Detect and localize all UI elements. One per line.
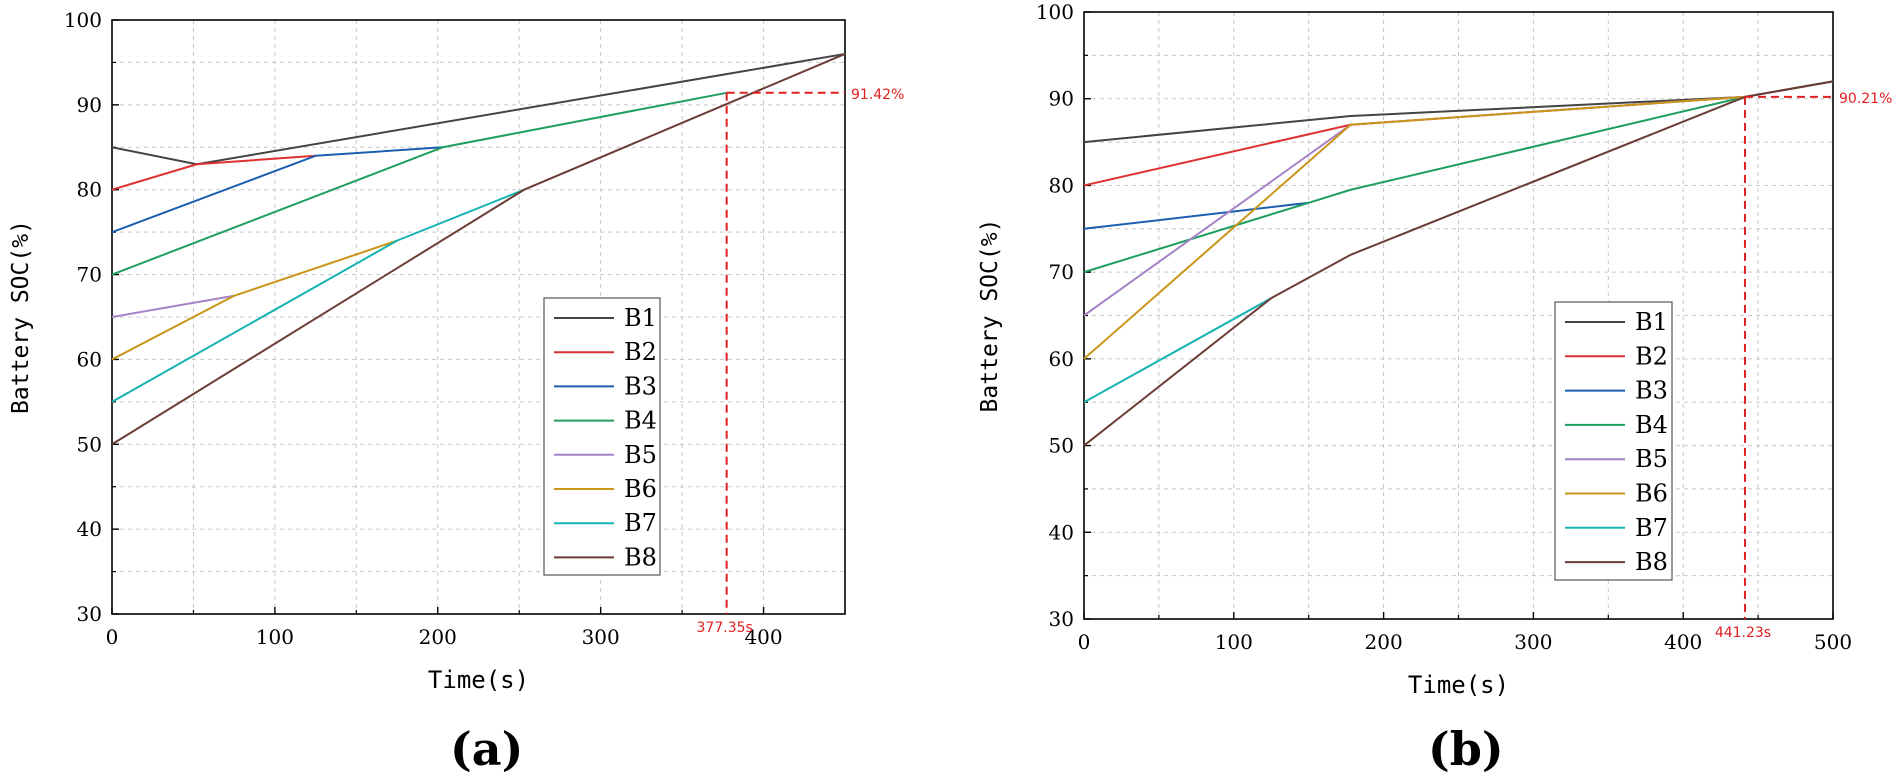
time-annotation-label: 441.23s [1715,625,1771,641]
legend-box [1554,301,1673,581]
y-axis-label: Battery SOC(%) [977,219,1003,413]
series-line-b7 [111,188,525,403]
legend-label-b6: B6 [1635,480,1668,508]
panel-label-b: (b) [1428,722,1504,776]
plot-frame [111,19,846,615]
legend-label-b1: B1 [624,304,657,332]
x-axis-label: Time(s) [1408,671,1509,699]
y-tick-label: 40 [1049,520,1074,544]
panel-label-a: (a) [450,722,524,776]
legend-label-b8: B8 [1635,548,1668,576]
soc-annotation-label: 90.21% [1839,91,1892,107]
legend-label-b5: B5 [1635,445,1668,473]
x-tick-label: 300 [1514,630,1552,654]
y-tick-label: 50 [77,432,102,456]
series-line-b8 [1083,80,1834,447]
x-tick-label: 100 [1215,630,1253,654]
y-tick-label: 70 [1049,260,1074,284]
y-axis-label: Battery SOC(%) [8,220,34,414]
x-tick-label: 300 [582,625,620,649]
series-line-b1 [111,52,846,166]
legend-label-b3: B3 [624,372,657,400]
time-annotation-label: 377.35s [697,620,753,636]
legend-label-b7: B7 [624,509,657,537]
chart-a-svg: 0 100 200 300 400 30 40 50 60 70 80 90 100 Time(s) Bat… [8,8,904,694]
soc-annotation-label: 91.42% [851,87,904,103]
y-tick-label: 60 [1049,347,1074,371]
y-tick-label: 80 [1049,173,1074,197]
y-tick-label: 30 [77,602,102,626]
y-tick-label: 100 [1036,0,1074,24]
y-tick-label: 30 [1049,607,1074,631]
y-tick-label: 70 [77,263,102,287]
series-line-b3 [1083,201,1309,230]
series-line-b7 [1083,297,1272,404]
x-tick-label: 200 [419,625,457,649]
legend-label-b1: B1 [1635,308,1668,336]
y-tick-label: 60 [77,347,102,371]
legend-label-b4: B4 [624,407,657,435]
legend-label-b3: B3 [1635,377,1668,405]
y-tick-label: 40 [77,517,102,541]
series-line-b5 [1083,95,1746,317]
y-tick-label: 100 [64,8,102,32]
legend-label-b2: B2 [624,338,657,366]
legend-label-b4: B4 [1635,411,1668,439]
x-tick-label: 0 [106,625,119,649]
y-tick-label: 90 [77,93,102,117]
x-tick-label: 0 [1078,630,1091,654]
y-tick-label: 80 [77,178,102,202]
y-tick-label: 50 [1049,434,1074,458]
legend-label-b8: B8 [624,543,657,571]
series-line-b6 [1083,95,1746,360]
series-line-b2 [111,154,316,191]
series-line-b6 [111,239,398,361]
series-line-b4 [111,91,727,276]
series-line-b3 [111,146,443,234]
chart-b-svg: 0 100 200 300 400 500 30 40 50 60 70 80 90 100 Time(s)… [977,0,1892,699]
x-tick-label: 100 [256,625,294,649]
legend-label-b7: B7 [1635,514,1668,542]
x-tick-label: 200 [1365,630,1403,654]
series-line-b5 [111,294,235,318]
x-tick-label: 400 [1664,630,1702,654]
x-tick-label: 500 [1814,630,1852,654]
chart-panel-b: 0 100 200 300 400 500 30 40 50 60 70 80 90 100 Time(s)… [960,0,1900,781]
legend-label-b5: B5 [624,441,657,469]
series-line-b4 [1083,95,1746,274]
x-axis-label: Time(s) [428,666,529,694]
chart-panel-a: 0 100 200 300 400 30 40 50 60 70 80 90 100 Time(s) Bat… [0,0,904,781]
y-tick-label: 90 [1049,87,1074,111]
x-tick-label: 400 [744,625,782,649]
legend-box [543,297,661,576]
legend-label-b2: B2 [1635,342,1668,370]
series-line-b8 [111,53,846,446]
legend-label-b6: B6 [624,475,657,503]
series-line-b2 [1083,95,1746,187]
